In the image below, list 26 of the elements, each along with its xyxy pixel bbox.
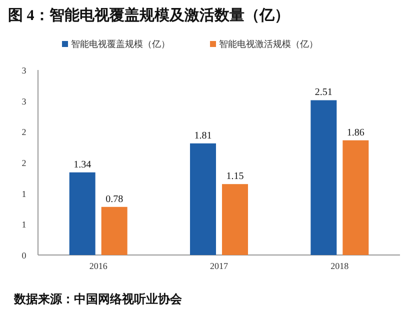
source-note: 数据来源：中国网络视听业协会 bbox=[13, 292, 183, 306]
bar bbox=[342, 140, 369, 255]
data-label: 1.34 bbox=[74, 159, 92, 170]
x-tick-label: 2016 bbox=[89, 261, 108, 271]
y-tick-label: 3 bbox=[22, 66, 27, 76]
bar bbox=[101, 206, 128, 255]
bar bbox=[310, 100, 337, 255]
y-tick-label: 2 bbox=[22, 127, 26, 138]
data-label: 1.86 bbox=[346, 127, 364, 138]
bar bbox=[190, 143, 216, 255]
data-label: 1.15 bbox=[226, 171, 244, 182]
x-tick-label: 2018 bbox=[330, 261, 350, 271]
chart-title: 图 4：智能电视覆盖规模及激活数量（亿） bbox=[8, 6, 290, 24]
legend-label: 智能电视激活规模（亿） bbox=[219, 39, 318, 49]
data-label: 0.78 bbox=[106, 194, 124, 205]
y-tick-label: 1 bbox=[22, 188, 26, 199]
x-tick-label: 2017 bbox=[210, 261, 228, 271]
y-tick-label: 0 bbox=[22, 250, 27, 260]
legend-label: 智能电视覆盖规模（亿） bbox=[71, 39, 170, 49]
data-label: 1.81 bbox=[194, 130, 212, 142]
bar bbox=[69, 172, 96, 255]
y-tick-label: 1 bbox=[22, 220, 26, 230]
data-label: 2.51 bbox=[314, 87, 332, 98]
y-tick-label: 2 bbox=[22, 158, 26, 168]
bar bbox=[222, 184, 248, 255]
y-tick-label: 3 bbox=[22, 96, 27, 106]
